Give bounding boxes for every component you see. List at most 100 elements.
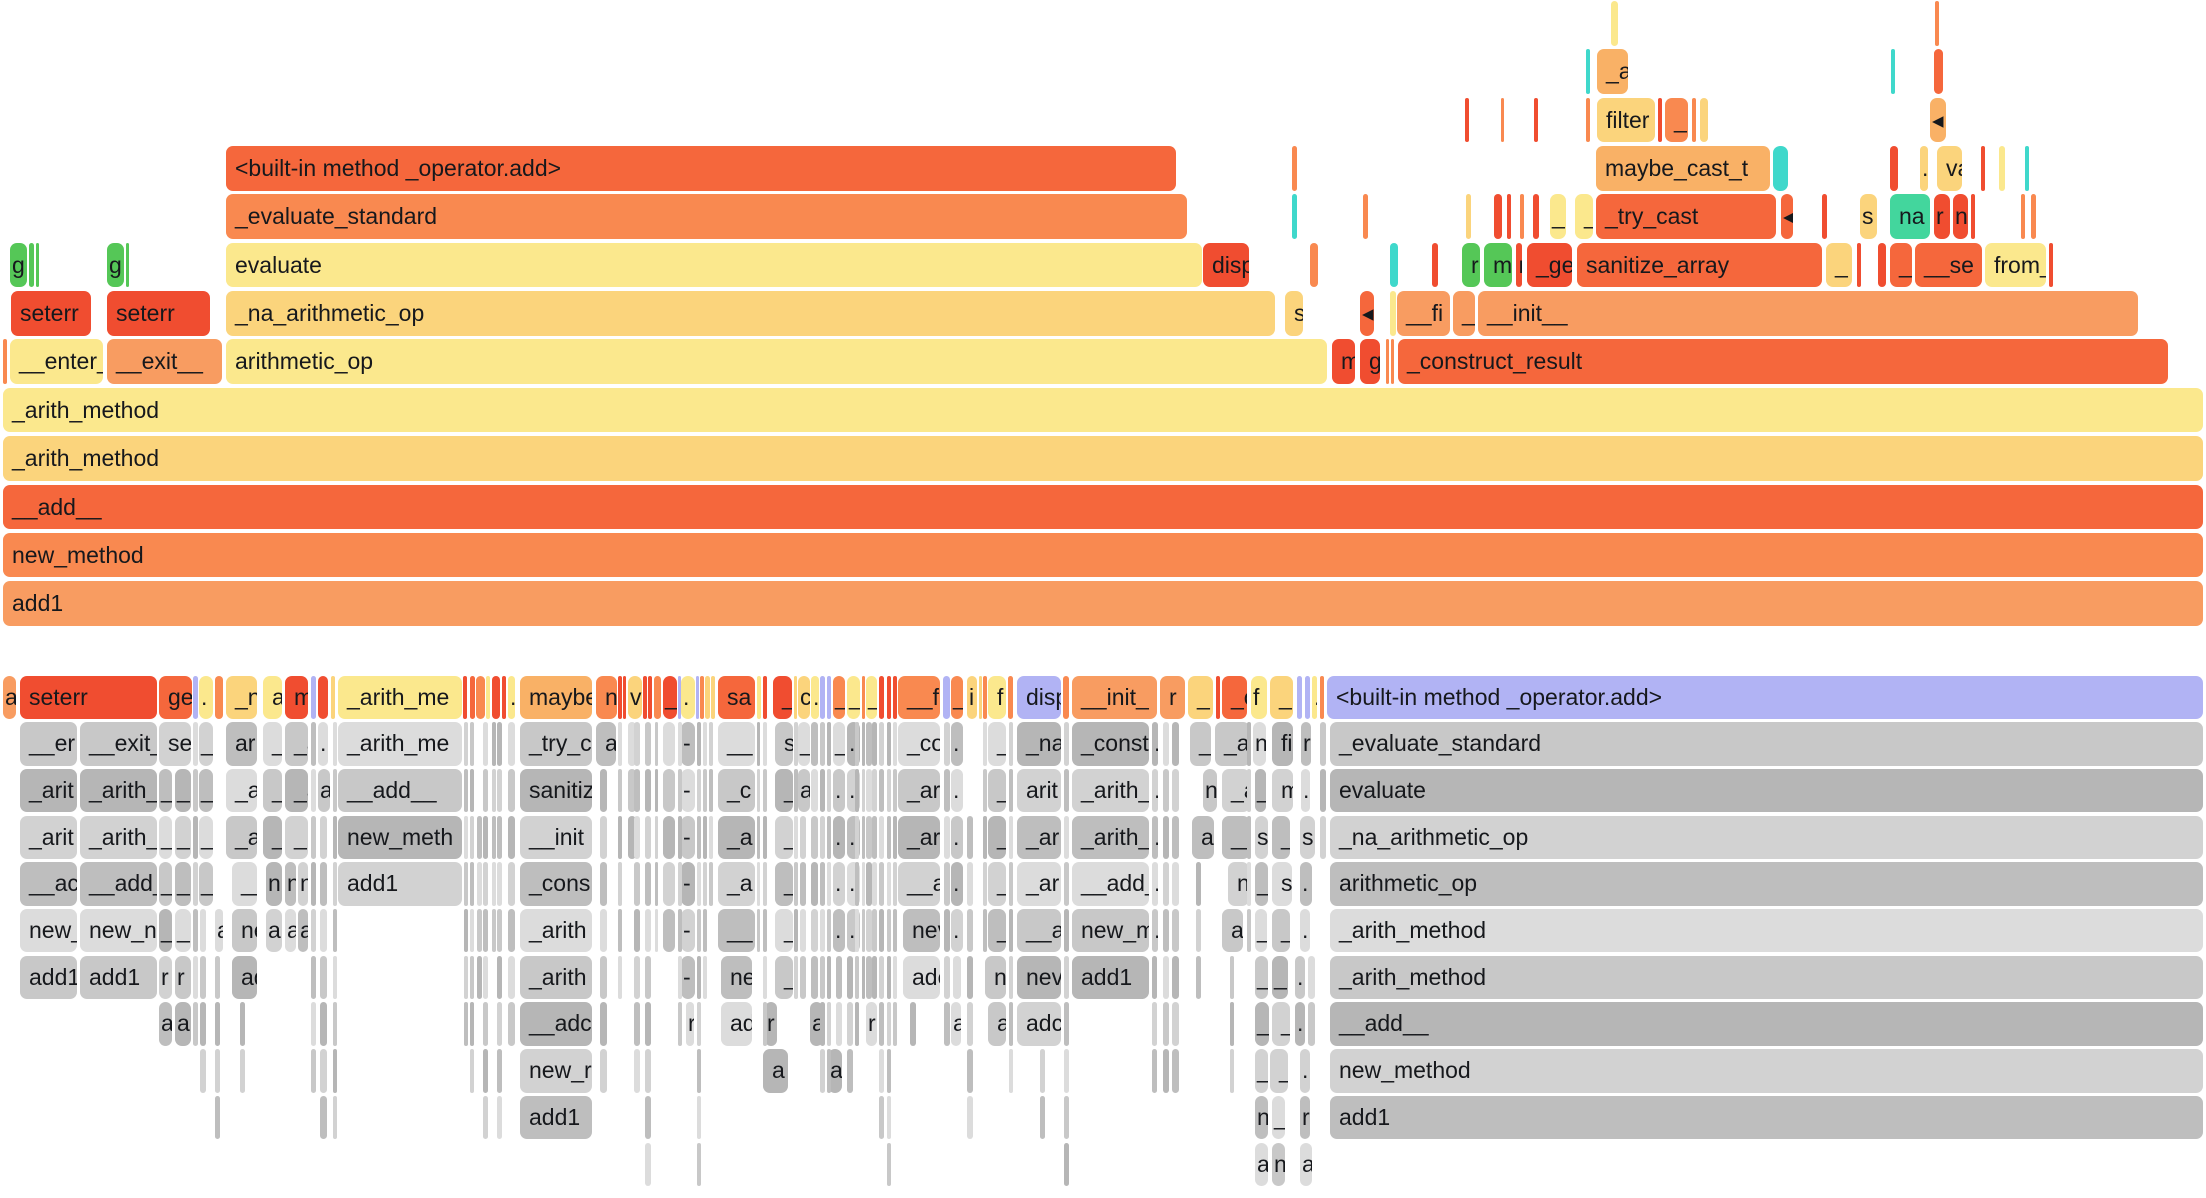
caller-frame-sliver[interactable] (483, 722, 488, 766)
flame-frame[interactable]: s (1285, 291, 1303, 336)
leaf-frame[interactable]: . (681, 675, 695, 720)
leaf-frame[interactable] (705, 675, 710, 720)
caller-frame[interactable]: __add__ (338, 769, 462, 813)
flame-frame[interactable]: _arith_method (3, 387, 2203, 433)
flame-frame[interactable]: __add__ (3, 484, 2203, 530)
caller-frame-sliver[interactable] (893, 815, 897, 860)
leaf-frame[interactable]: f (988, 675, 1006, 720)
leaf-frame[interactable] (678, 675, 681, 720)
caller-frame[interactable]: new_n (80, 909, 157, 953)
caller-frame-sliver[interactable] (320, 1049, 327, 1093)
caller-frame-sliver[interactable] (678, 769, 682, 813)
caller-frame-sliver[interactable] (827, 1049, 831, 1093)
caller-frame-sliver[interactable] (645, 1002, 651, 1046)
flame-frame[interactable]: n (1953, 194, 1968, 239)
caller-frame-sliver[interactable] (1172, 769, 1179, 813)
caller-frame[interactable]: r (866, 1002, 877, 1046)
leaf-frame[interactable] (943, 675, 950, 720)
caller-frame-sliver[interactable] (983, 722, 987, 766)
caller-frame-sliver[interactable] (1163, 1002, 1169, 1046)
flame-frame[interactable] (1310, 242, 1318, 288)
caller-frame-sliver[interactable] (678, 862, 682, 906)
caller-frame-sliver[interactable] (811, 909, 818, 953)
caller-frame-sliver[interactable] (320, 815, 327, 860)
leaf-frame[interactable] (463, 675, 467, 720)
caller-frame-sliver[interactable] (800, 909, 806, 953)
flame-frame[interactable] (29, 242, 34, 288)
caller-frame[interactable]: r (159, 955, 172, 1000)
caller-frame-sliver[interactable] (193, 862, 198, 906)
caller-frame-sliver[interactable] (311, 909, 316, 953)
caller-frame-sliver[interactable] (1172, 1002, 1179, 1046)
caller-frame-sliver[interactable] (847, 1049, 853, 1093)
caller-frame-sliver[interactable] (333, 862, 337, 906)
caller-frame-sliver[interactable] (820, 1002, 825, 1046)
leaf-frame[interactable] (486, 675, 490, 720)
caller-frame[interactable]: _ (1255, 1002, 1269, 1046)
caller-frame-sliver[interactable] (628, 769, 636, 813)
caller-frame[interactable]: _ (175, 909, 191, 953)
flame-frame[interactable]: ◂ (1360, 291, 1374, 336)
leaf-frame[interactable] (1063, 675, 1069, 720)
caller-frame[interactable]: a (763, 1049, 788, 1093)
caller-frame-sliver[interactable] (827, 909, 831, 953)
caller-frame[interactable]: nev (1017, 955, 1061, 1000)
caller-frame[interactable]: _ (798, 722, 810, 766)
caller-frame-sliver[interactable] (634, 862, 640, 906)
caller-frame[interactable]: __ (718, 722, 755, 766)
caller-frame-sliver[interactable] (1009, 909, 1013, 953)
caller-frame[interactable]: s (775, 722, 793, 766)
caller-frame[interactable]: _cons (520, 862, 592, 906)
caller-frame-sliver[interactable] (600, 769, 607, 813)
caller-frame-sliver[interactable] (464, 909, 468, 953)
leaf-frame[interactable] (827, 675, 831, 720)
caller-frame-sliver[interactable] (1152, 1002, 1157, 1046)
caller-frame-sliver[interactable] (497, 862, 502, 906)
caller-frame-sliver[interactable] (866, 722, 872, 766)
caller-frame-sliver[interactable] (678, 722, 682, 766)
caller-frame-sliver[interactable] (757, 862, 760, 906)
caller-frame-sliver[interactable] (944, 769, 950, 813)
flame-frame[interactable]: g (10, 242, 27, 288)
caller-frame-sliver[interactable] (1196, 909, 1201, 953)
flame-frame[interactable] (1432, 242, 1438, 288)
flame-frame[interactable]: _arith_method (3, 436, 2203, 481)
caller-frame-sliver[interactable] (464, 815, 468, 860)
caller-frame-sliver[interactable] (879, 909, 884, 953)
leaf-frame[interactable]: _n (226, 675, 257, 720)
caller-frame[interactable]: _ (988, 815, 1006, 860)
caller-frame-sliver[interactable] (663, 769, 675, 813)
flame-frame[interactable] (1507, 194, 1511, 239)
caller-frame-sliver[interactable] (193, 955, 198, 1000)
leaf-frame[interactable] (794, 675, 797, 720)
caller-frame[interactable]: add1 (1330, 1095, 2203, 1140)
flame-frame[interactable]: _na_arithmetic_op (226, 291, 1275, 336)
flame-frame[interactable]: maybe_cast_t (1596, 146, 1770, 191)
flame-frame[interactable] (1700, 97, 1708, 143)
caller-frame-sliver[interactable] (879, 1002, 884, 1046)
caller-frame-sliver[interactable] (794, 815, 798, 860)
caller-frame[interactable]: a (810, 1002, 823, 1046)
flame-frame[interactable] (1934, 49, 1943, 94)
leaf-frame[interactable] (700, 675, 704, 720)
flame-frame[interactable] (1466, 194, 1471, 239)
leaf-frame[interactable]: _ (1188, 675, 1213, 720)
caller-frame[interactable]: . (833, 909, 845, 953)
caller-frame-sliver[interactable] (763, 815, 767, 860)
caller-frame-sliver[interactable] (497, 955, 502, 1000)
caller-frame-sliver[interactable] (763, 909, 767, 953)
caller-frame[interactable]: . (1152, 909, 1158, 953)
caller-frame[interactable]: adc (1017, 1002, 1061, 1046)
flame-frame[interactable]: _ (1575, 194, 1593, 239)
caller-frame[interactable]: . (951, 909, 963, 953)
leaf-frame[interactable] (623, 675, 626, 720)
caller-frame-sliver[interactable] (862, 909, 865, 953)
caller-frame-sliver[interactable] (800, 955, 806, 1000)
caller-frame-sliver[interactable] (240, 1002, 245, 1046)
leaf-frame[interactable]: sa (718, 675, 755, 720)
caller-frame[interactable]: __a (898, 862, 940, 906)
flame-frame[interactable] (2049, 242, 2053, 288)
caller-frame[interactable]: evaluate (1330, 769, 2203, 813)
caller-frame-sliver[interactable] (1040, 1049, 1045, 1093)
caller-frame-sliver[interactable] (215, 955, 220, 1000)
